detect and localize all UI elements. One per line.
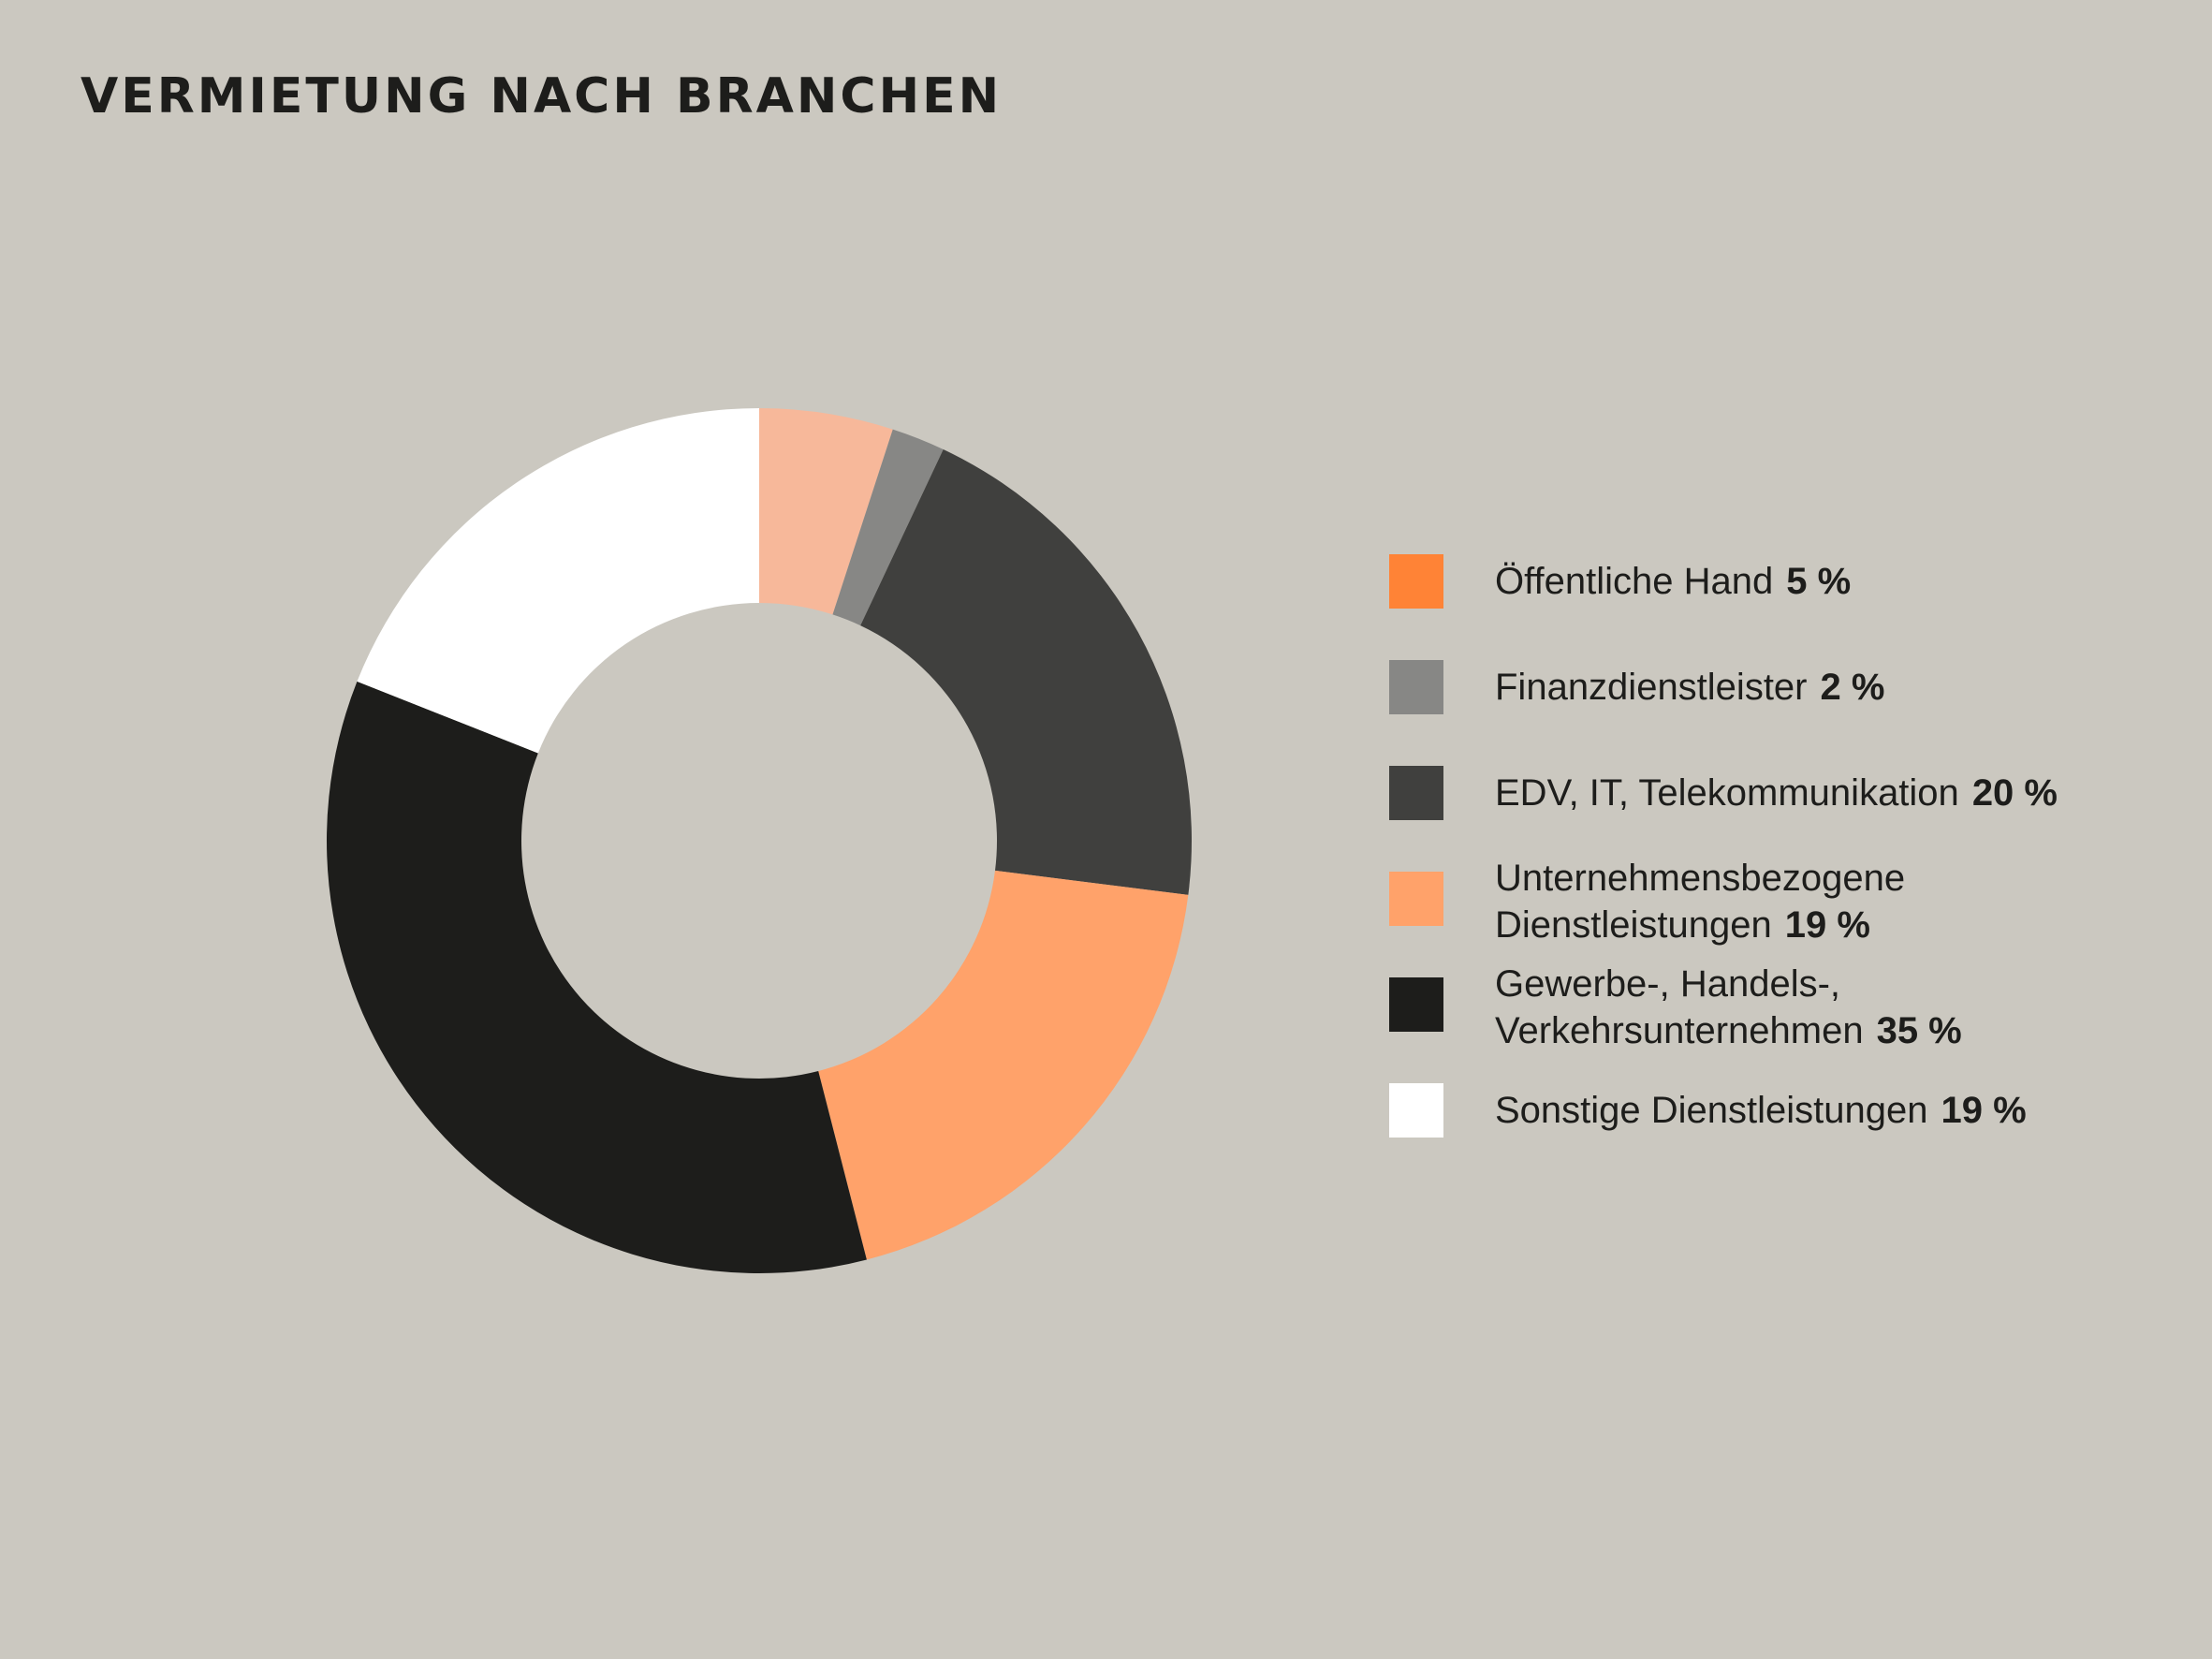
legend-label-4-line-1: Verkehrsunternehmen — [1495, 1010, 1864, 1051]
legend-swatch-2 — [1389, 766, 1443, 820]
legend-label-3-line-1: Dienstleistungen — [1495, 904, 1772, 946]
legend-label-5-line-0: Sonstige Dienstleistungen — [1495, 1090, 1928, 1131]
chart-legend: Öffentliche Hand 5 % Finanzdienstleister 2 … — [1389, 0, 2194, 1659]
legend-value-3: 19 % — [1784, 904, 1870, 946]
donut-slice-4 — [326, 681, 867, 1274]
legend-value-2: 20 % — [1971, 772, 2058, 814]
donut-chart — [326, 408, 1192, 1274]
legend-label-0-line-0: Öffentliche Hand — [1495, 561, 1774, 602]
donut-slice-3 — [818, 870, 1189, 1260]
legend-value-5: 19 % — [1941, 1090, 2027, 1131]
legend-swatch-3 — [1389, 872, 1443, 926]
legend-value-1: 2 % — [1820, 667, 1885, 708]
legend-label-1-line-0: Finanzdienstleister — [1495, 667, 1808, 708]
donut-slice-1 — [832, 429, 944, 626]
legend-value-4: 35 % — [1876, 1010, 1962, 1051]
legend-swatch-4 — [1389, 977, 1443, 1032]
legend-label-2-line-0: EDV, IT, Telekommunikation — [1495, 772, 1959, 814]
donut-slice-0 — [759, 408, 893, 615]
legend-swatch-1 — [1389, 660, 1443, 714]
legend-label-3-line-0: Unternehmensbezogene — [1495, 858, 1906, 899]
legend-value-0: 5 % — [1786, 561, 1852, 602]
chart-title: VERMIETUNG NACH BRANCHEN — [81, 68, 1003, 125]
legend-swatch-0 — [1389, 554, 1443, 609]
donut-slice-2 — [860, 448, 1192, 895]
donut-slice-5 — [357, 408, 759, 754]
legend-swatch-5 — [1389, 1083, 1443, 1138]
legend-label-4-line-0: Gewerbe-, Handels-, — [1495, 963, 1841, 1005]
